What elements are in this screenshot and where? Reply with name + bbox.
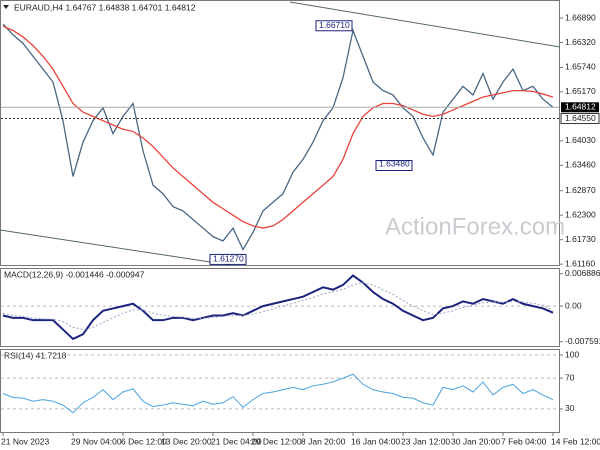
annotation-box (375, 159, 413, 171)
y-tick-label: 0.00 (565, 300, 582, 310)
y-tick-label: 1.62870 (565, 185, 596, 195)
y-tick-label: 1.65170 (565, 86, 596, 96)
last-price-tag (561, 102, 599, 113)
watermark: ActionForex.com (385, 213, 565, 240)
x-tick-label: 21 Nov 2023 (1, 436, 49, 446)
x-tick-label: 7 Feb 04:00 (501, 436, 547, 446)
annotation-box (209, 253, 247, 265)
x-tick-label: 6 Dec 12:00 (121, 436, 167, 446)
y-tick-label: 30 (565, 403, 575, 413)
y-tick-label: 1.66320 (565, 37, 596, 47)
x-tick-label: 23 Jan 12:00 (401, 436, 450, 446)
rsi-title: RSI(14) 41.7218 (4, 350, 67, 360)
channel-bottom (0, 229, 231, 266)
x-tick-label: 21 Dec 04:00 (211, 436, 262, 446)
x-tick-label: 29 Nov 04:00 (71, 436, 122, 446)
y-tick-label: 1.62300 (565, 209, 596, 219)
price-line (2, 25, 554, 229)
last-price-label: 1.64812 (565, 102, 596, 112)
x-tick-label: 16 Jan 04:00 (351, 436, 400, 446)
macd-line (2, 274, 554, 341)
annotation-label: 1.63480 (379, 159, 410, 169)
y-tick-label: -0.007591 (565, 336, 600, 346)
y-tick-label: 1.65740 (565, 62, 596, 72)
y-tick-label: 70 (565, 372, 575, 382)
y-tick-label: 1.63460 (565, 160, 596, 170)
y-tick-label: 1.61730 (565, 234, 596, 244)
rsi-line (2, 373, 554, 414)
level-tag (560, 113, 600, 125)
y-tick-label: 100 (565, 349, 579, 359)
channel-top (289, 1, 561, 48)
annotation-label: 1.66710 (319, 20, 350, 30)
macd-title: MACD(12,26,9) -0.001446 -0.000947 (4, 269, 145, 279)
rsi-panel (0, 349, 560, 433)
price-panel (0, 0, 560, 266)
x-tick-label: 14 Feb 12:00 (551, 436, 600, 446)
y-tick-label: 1.66890 (565, 12, 596, 22)
chart-title: EURAUD,H4 1.64767 1.64838 1.64701 1.6481… (14, 2, 196, 12)
x-tick-label: 29 Dec 12:00 (251, 436, 302, 446)
annotation-label: 1.61270 (213, 254, 244, 264)
y-tick-label: 0.006886 (565, 268, 600, 278)
level-label: 1.64550 (565, 113, 596, 123)
title-arrow (3, 5, 9, 9)
x-tick-label: 30 Jan 20:00 (451, 436, 500, 446)
y-tick-label: 1.64030 (565, 135, 596, 145)
annotation-box (315, 20, 353, 32)
y-tick-label: 1.61160 (565, 258, 595, 268)
x-tick-label: 8 Jan 20:00 (301, 436, 346, 446)
macd-panel (0, 268, 560, 347)
x-tick-label: 13 Dec 20:00 (161, 436, 212, 446)
